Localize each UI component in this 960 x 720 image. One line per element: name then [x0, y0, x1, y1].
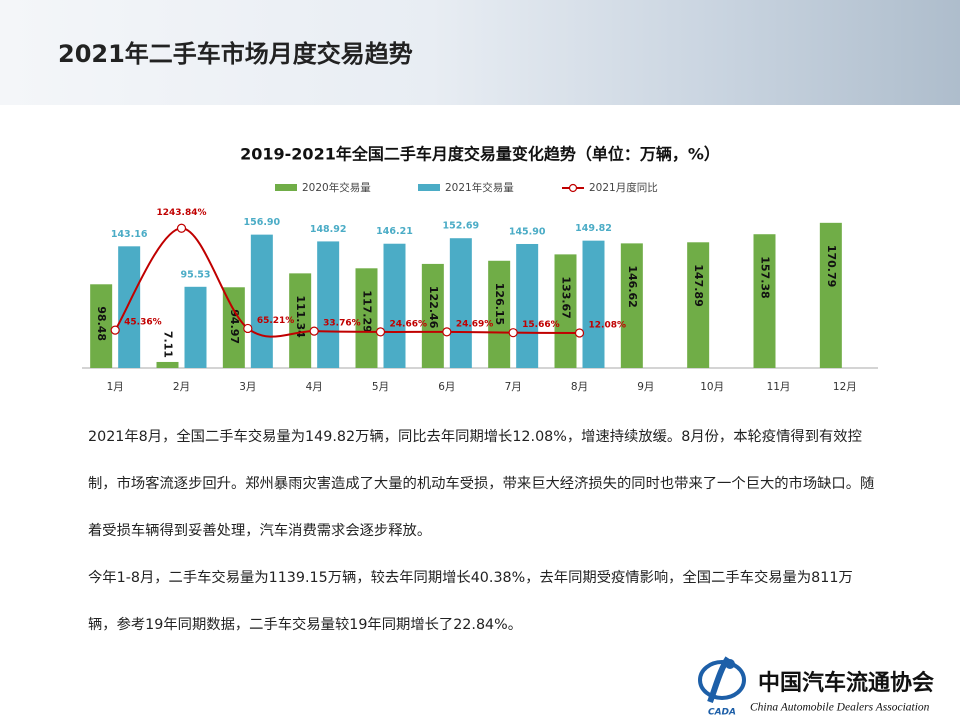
value-label: 143.16	[111, 229, 148, 240]
paragraph: 2021年8月，全国二手车交易量为149.82万辆，同比去年同期增长12.08%…	[88, 429, 875, 539]
logo-abbr: CADA	[708, 708, 736, 718]
value-label: 98.48	[95, 306, 108, 341]
line-point	[176, 223, 187, 233]
value-label: 12.08%	[589, 320, 627, 330]
legend-swatch	[275, 184, 297, 191]
value-label: 152.69	[442, 221, 479, 232]
line-point	[574, 328, 585, 338]
x-tick-label: 12月	[833, 381, 857, 393]
bar	[620, 243, 643, 368]
logo-english: China Automobile Dealers Association	[750, 702, 930, 714]
value-label: 145.90	[509, 226, 546, 237]
logo-ring	[698, 660, 746, 700]
legend-label: 2021月度同比	[589, 181, 658, 194]
value-label: 45.36%	[124, 318, 161, 328]
value-label: 65.21%	[257, 316, 295, 326]
value-label: 33.76%	[323, 319, 361, 329]
value-label: 133.67	[560, 276, 573, 318]
chart: 2019-2021年全国二手车月度交易量变化趋势（单位：万辆，%） 2020年交…	[82, 145, 878, 393]
legend-label: 2020年交易量	[302, 181, 371, 194]
line-point	[243, 323, 253, 334]
bar	[90, 284, 113, 368]
chart-title: 2019-2021年全国二手车月度交易量变化趋势（单位：万辆，%）	[240, 145, 720, 164]
x-tick-label: 8月	[571, 381, 588, 393]
x-tick-label: 6月	[438, 381, 455, 393]
value-label: 15.66%	[522, 320, 560, 330]
bar	[289, 273, 312, 368]
x-tick-label: 9月	[637, 381, 654, 393]
line-point	[110, 325, 120, 335]
bar	[421, 263, 444, 368]
value-label: 1243.84%	[156, 208, 206, 218]
value-label: 126.15	[493, 283, 506, 325]
x-tick-label: 11月	[767, 381, 791, 393]
value-label: 94.97	[228, 309, 241, 344]
header: 2021年二手车市场月度交易趋势	[0, 0, 960, 105]
line-point	[508, 328, 518, 338]
value-label: 111.34	[294, 295, 307, 338]
bar	[156, 361, 179, 368]
legend-swatch	[568, 183, 578, 193]
bar	[516, 243, 539, 368]
bar	[449, 238, 472, 368]
x-tick-label: 3月	[239, 381, 256, 393]
value-label: 146.21	[376, 226, 413, 237]
bar	[222, 287, 245, 368]
value-label: 7.11	[162, 331, 175, 358]
bar	[383, 243, 406, 368]
bar	[488, 260, 511, 368]
value-label: 122.46	[427, 286, 440, 329]
header-title: 2021年二手车市场月度交易趋势	[58, 40, 413, 68]
logo-dot	[725, 659, 735, 669]
value-label: 148.92	[310, 224, 347, 235]
bar	[753, 234, 776, 368]
value-label: 24.69%	[456, 319, 494, 329]
bar	[355, 268, 378, 368]
value-label: 146.62	[626, 265, 639, 307]
x-tick-label: 1月	[107, 381, 124, 393]
line-point	[442, 327, 452, 337]
value-label: 24.66%	[390, 319, 428, 329]
bar	[317, 241, 340, 368]
x-tick-label: 5月	[372, 381, 389, 393]
logo: CADA 中国汽车流通协会 China Automobile Dealers A…	[698, 656, 934, 718]
value-label: 170.79	[825, 245, 838, 287]
x-tick-label: 2月	[173, 381, 190, 393]
value-label: 95.53	[180, 269, 210, 280]
x-tick-label: 4月	[306, 381, 323, 393]
value-label: 149.82	[575, 223, 612, 234]
x-tick-label: 7月	[505, 381, 522, 393]
line-point	[309, 326, 319, 336]
bar	[118, 246, 141, 368]
body-text: 2021年8月，全国二手车交易量为149.82万辆，同比去年同期增长12.08%…	[88, 414, 880, 649]
bar	[819, 222, 842, 368]
value-label: 157.38	[759, 256, 772, 298]
logo-name: 中国汽车流通协会	[758, 670, 934, 696]
value-label: 156.90	[243, 217, 280, 228]
bar	[184, 286, 207, 368]
x-tick-label: 10月	[700, 381, 724, 393]
bar	[687, 242, 710, 368]
bar	[250, 234, 273, 368]
legend-label: 2021年交易量	[445, 181, 514, 194]
paragraph: 今年1-8月，二手车交易量为1139.15万辆，较去年同期增长40.38%，去年…	[88, 570, 853, 633]
bar	[554, 254, 577, 368]
value-label: 117.29	[361, 290, 374, 332]
bar	[582, 240, 605, 368]
line-point	[375, 327, 386, 337]
value-label: 147.89	[692, 264, 705, 306]
legend-swatch	[418, 184, 440, 191]
